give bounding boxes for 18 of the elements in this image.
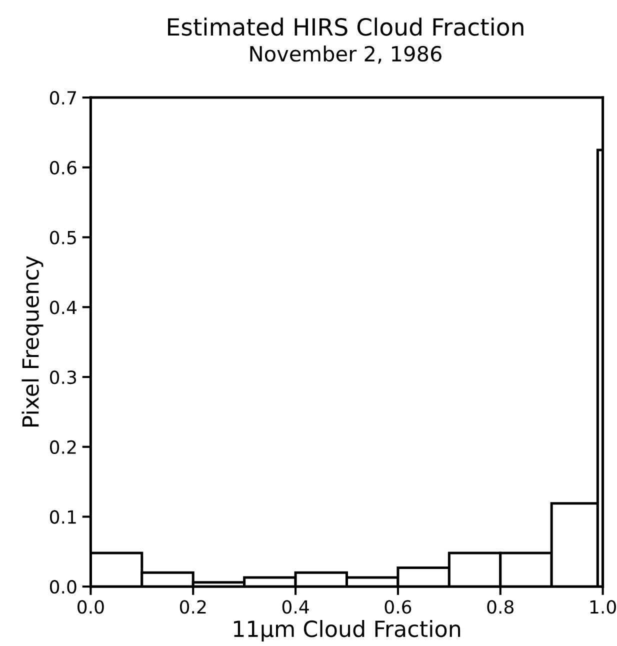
x-tick-label: 0.4 [282, 600, 309, 614]
y-tick-label: 0.3 [50, 370, 76, 384]
x-tick-label: 0.8 [487, 600, 514, 614]
y-tick-label: 0.6 [50, 160, 76, 175]
y-tick-label: 0.7 [50, 91, 76, 105]
x-axis-title: 11μm Cloud Fraction [234, 620, 460, 642]
x-tick-label: 0.2 [180, 600, 206, 614]
x-tick-label: 0.6 [384, 600, 412, 614]
y-axis-title: Pixel Frequency [22, 256, 44, 426]
chart-title: Estimated HIRS Cloud Fraction [168, 18, 524, 36]
y-tick-label: 0.5 [50, 230, 76, 244]
y-tick-label: 0.4 [50, 300, 76, 314]
x-tick-label: 1.0 [590, 600, 616, 614]
y-tick-label: 0.1 [50, 510, 76, 524]
chart-subtitle: November 2, 1986 [250, 46, 442, 64]
y-tick-label: 0.2 [50, 440, 76, 454]
x-tick-label: 0.0 [78, 600, 104, 614]
y-tick-label: 0.0 [50, 580, 76, 594]
